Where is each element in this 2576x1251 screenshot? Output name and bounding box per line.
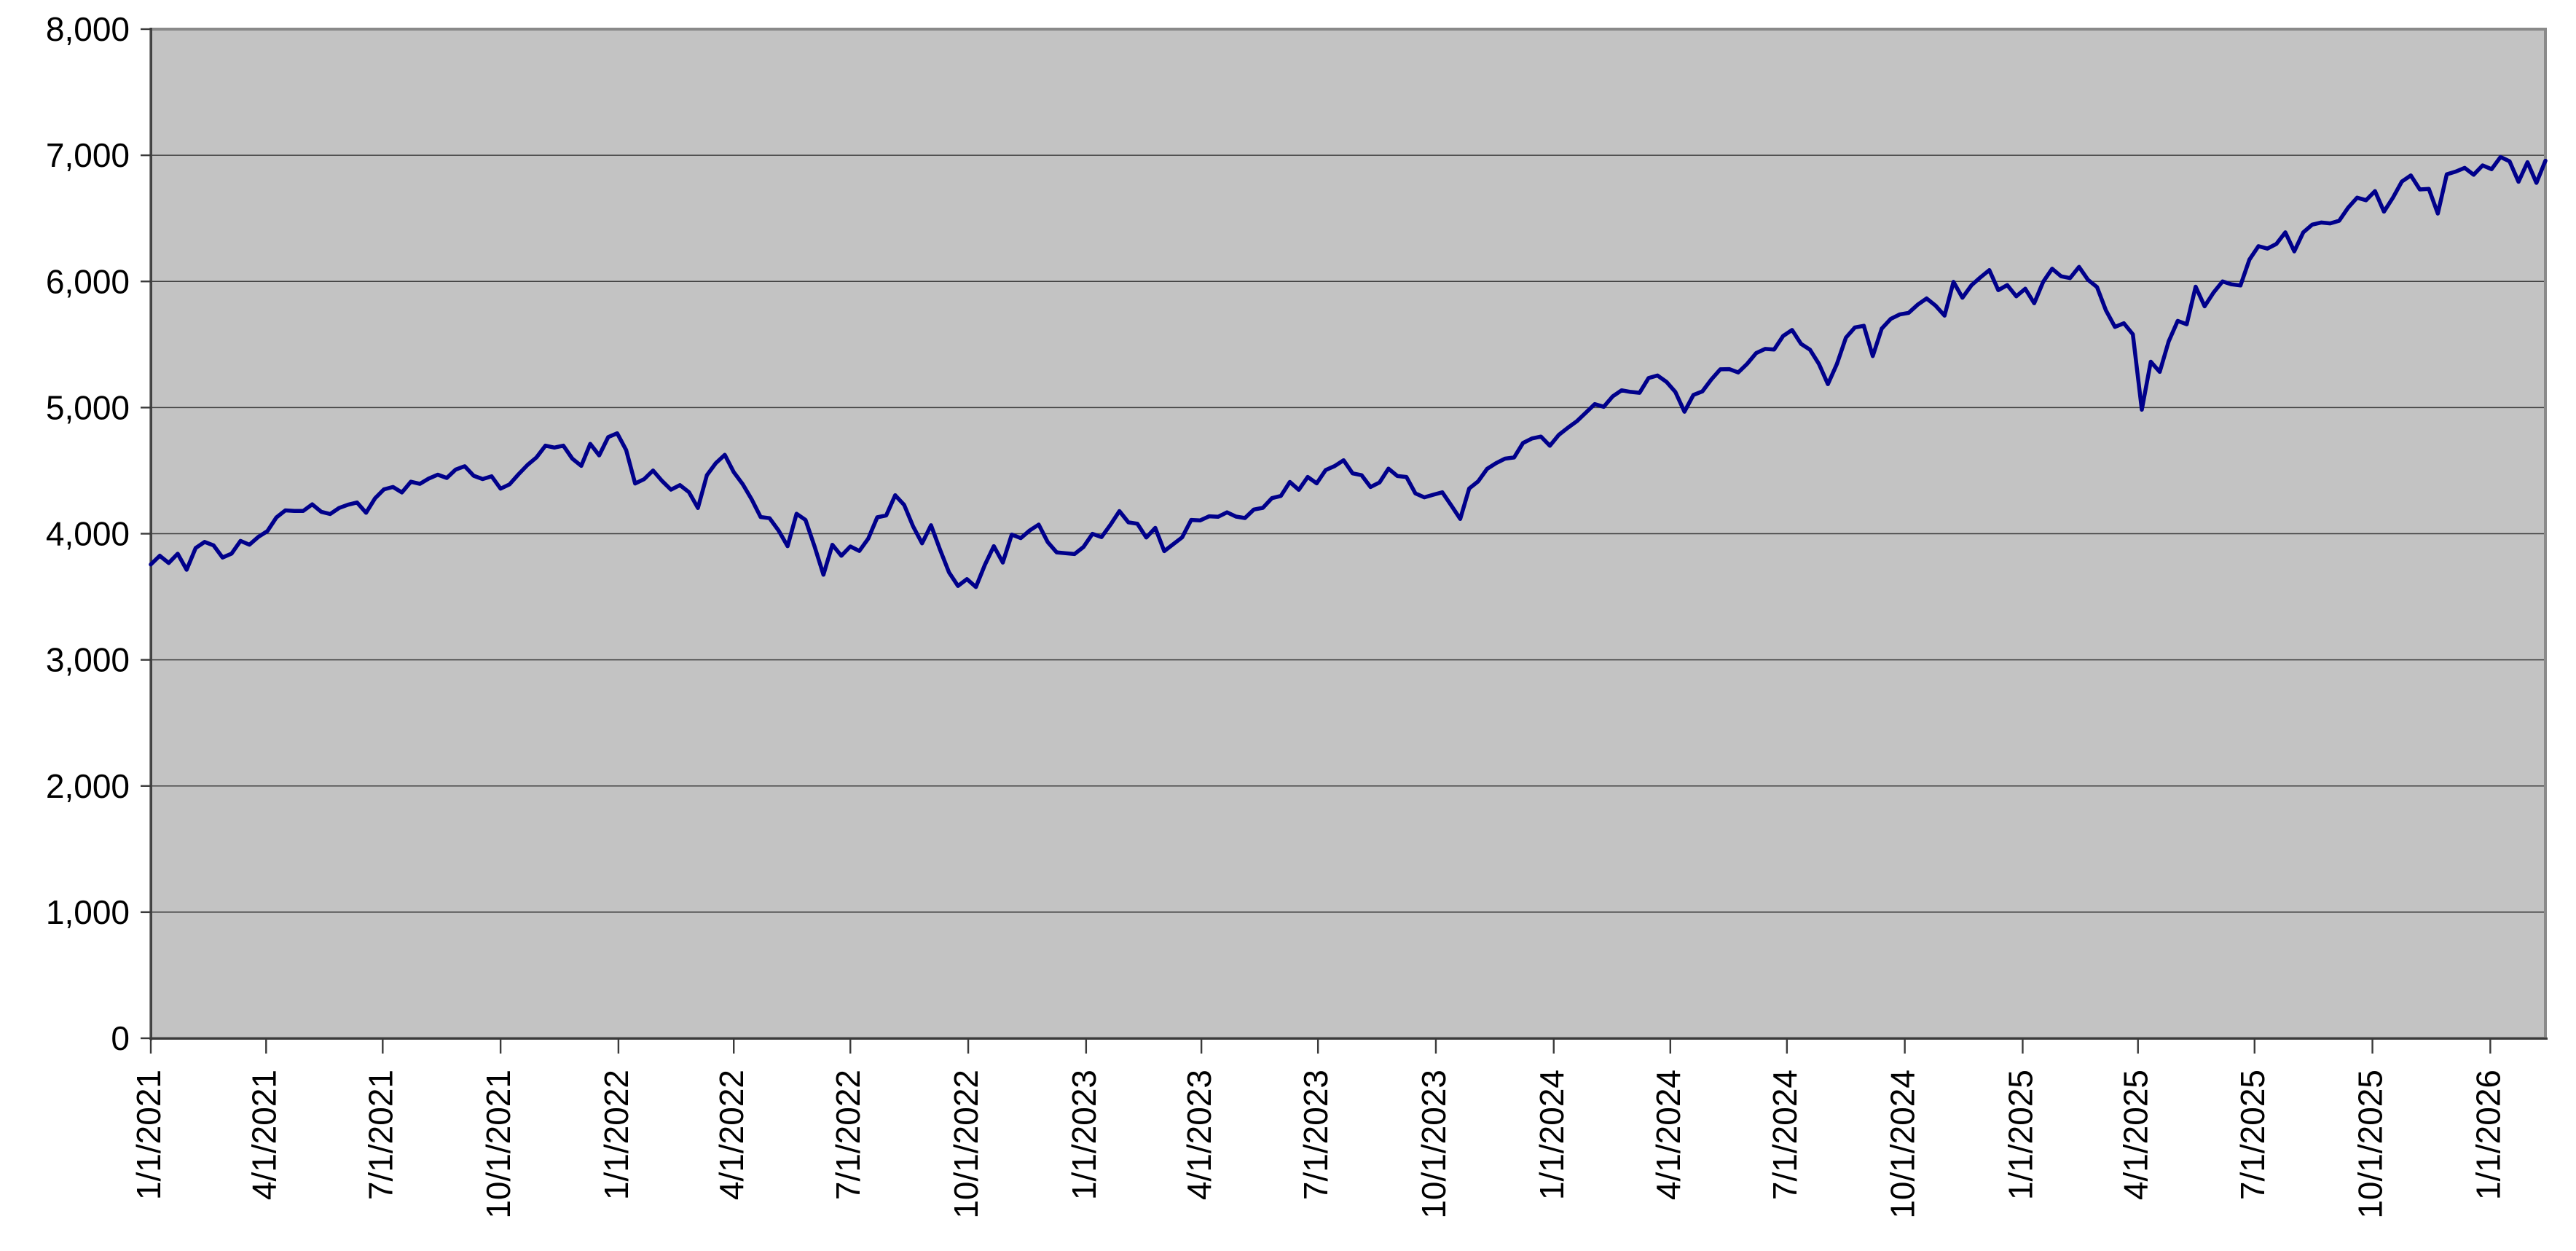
x-axis-tick-label: 1/1/2022 bbox=[597, 1070, 635, 1200]
y-axis-tick-label: 5,000 bbox=[46, 388, 130, 426]
x-axis-tick-label: 7/1/2025 bbox=[2234, 1070, 2271, 1200]
x-axis-tick-label: 7/1/2022 bbox=[829, 1070, 867, 1200]
y-axis-tick-label: 4,000 bbox=[46, 515, 130, 553]
x-axis-tick-label: 1/1/2021 bbox=[130, 1070, 168, 1200]
gridlines bbox=[151, 154, 2545, 913]
y-axis-tick-label: 2,000 bbox=[46, 767, 130, 805]
x-axis-tick-label: 10/1/2022 bbox=[947, 1070, 985, 1219]
y-axis-tick-label: 3,000 bbox=[46, 641, 130, 679]
x-axis-tick-label: 4/1/2023 bbox=[1180, 1070, 1218, 1200]
x-axis-labels: 1/1/2021 4/1/2021 7/1/2021 10/1/2021 1/1/202… bbox=[130, 1070, 2507, 1219]
x-axis-tick-label: 4/1/2021 bbox=[245, 1070, 283, 1200]
x-axis-tick-label: 7/1/2021 bbox=[361, 1070, 399, 1200]
price-line bbox=[149, 154, 2548, 589]
x-axis-tick-label: 1/1/2026 bbox=[2469, 1070, 2507, 1200]
x-axis-tick-label: 10/1/2025 bbox=[2352, 1070, 2390, 1219]
x-axis-tick-label: 1/1/2023 bbox=[1065, 1070, 1103, 1200]
price-line-series bbox=[149, 154, 2548, 589]
y-axis-tick-label: 0 bbox=[111, 1019, 130, 1057]
x-axis-tick-label: 7/1/2024 bbox=[1766, 1070, 1804, 1200]
x-axis-tick-label: 1/1/2024 bbox=[1533, 1070, 1571, 1200]
x-axis-tick-label: 4/1/2025 bbox=[2117, 1070, 2155, 1200]
y-axis-tick-label: 7,000 bbox=[46, 136, 130, 174]
y-axis-labels: 0 1,000 2,000 3,000 4,000 5,000 6,000 7,000 8,00… bbox=[46, 10, 130, 1057]
y-axis-tick-label: 1,000 bbox=[46, 893, 130, 931]
x-axis-tick-label: 1/1/2025 bbox=[2001, 1070, 2039, 1200]
x-axis-tick-label: 4/1/2022 bbox=[712, 1070, 750, 1200]
x-axis-tick-label: 10/1/2024 bbox=[1884, 1070, 1922, 1219]
axis-lines bbox=[149, 28, 2548, 1040]
tick-marks bbox=[141, 28, 2491, 1054]
x-axis-tick-label: 4/1/2024 bbox=[1649, 1070, 1687, 1200]
x-axis-tick-label: 10/1/2021 bbox=[479, 1070, 517, 1219]
y-axis-tick-label: 6,000 bbox=[46, 262, 130, 300]
x-axis-tick-label: 7/1/2023 bbox=[1297, 1070, 1335, 1200]
x-axis-tick-label: 10/1/2023 bbox=[1415, 1070, 1453, 1219]
y-axis-tick-label: 8,000 bbox=[46, 10, 130, 48]
